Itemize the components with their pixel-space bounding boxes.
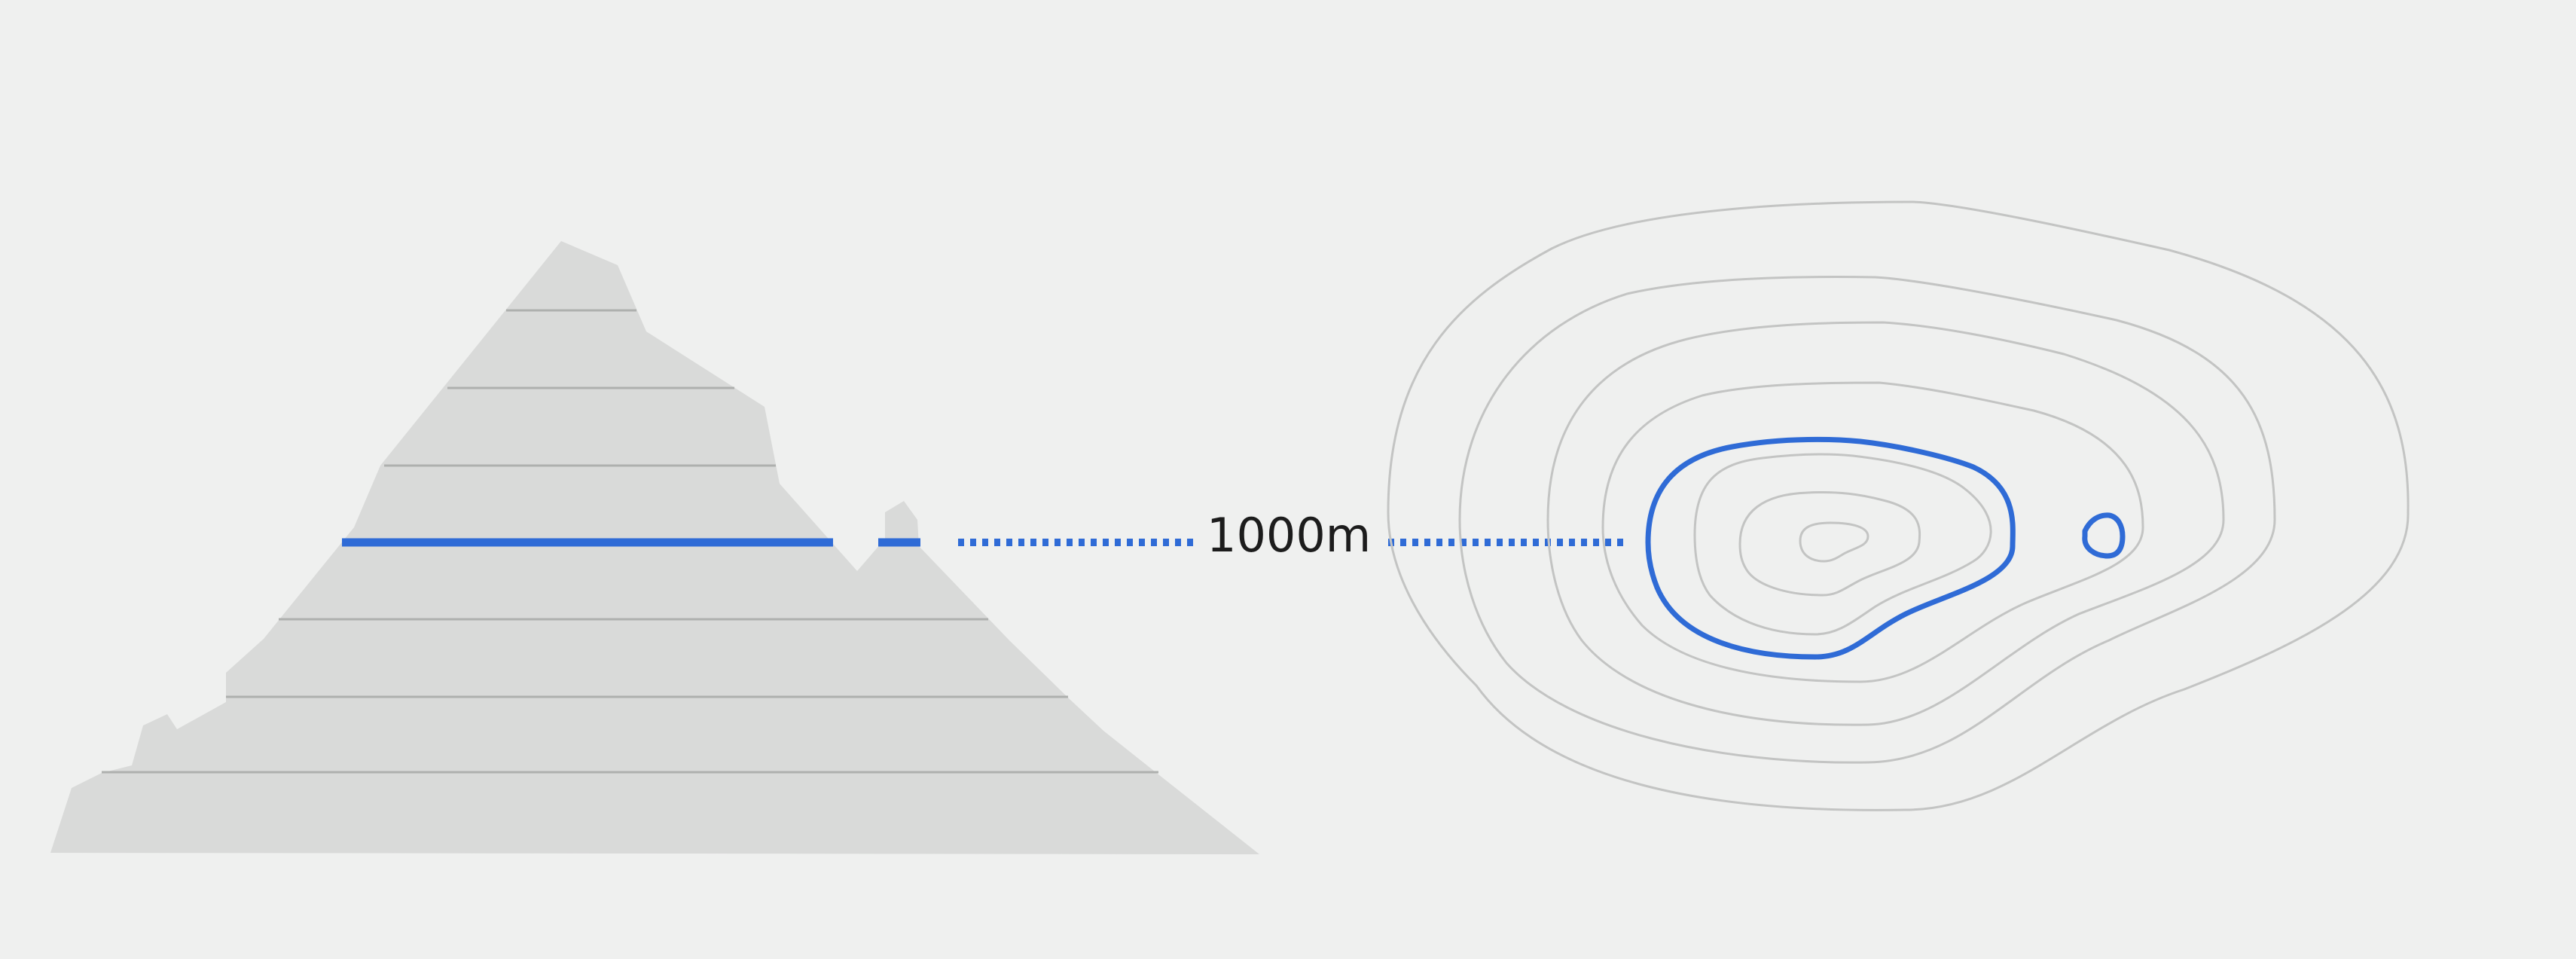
contour-line	[1458, 275, 2276, 764]
elevation-label: 1000m	[1207, 508, 1372, 563]
contour-line	[1546, 321, 2225, 726]
highlighted-contour	[1645, 436, 2126, 660]
contour-1000m-main	[1645, 436, 2016, 660]
contour-line	[1738, 490, 1921, 597]
contour-line	[1693, 453, 1992, 636]
contour-map	[1387, 200, 2410, 811]
contour-1000m-island	[2082, 512, 2126, 559]
contour-line	[1601, 381, 2144, 683]
elevation-slices	[102, 309, 1158, 774]
contour-line	[1799, 521, 1869, 563]
mountain-profile	[50, 241, 1259, 854]
contour-line	[1387, 200, 2410, 811]
